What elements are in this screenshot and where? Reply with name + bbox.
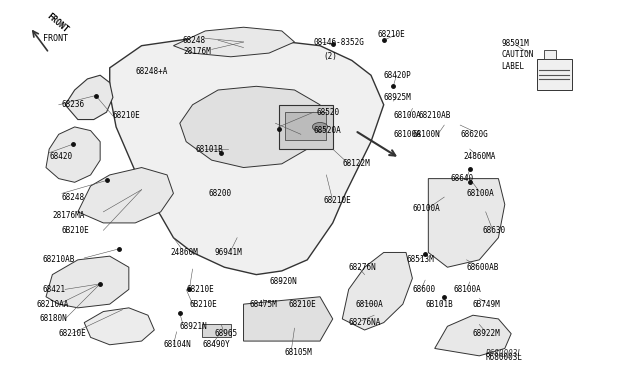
Polygon shape bbox=[342, 253, 412, 330]
Text: 68600AB: 68600AB bbox=[467, 263, 499, 272]
Text: R680003L: R680003L bbox=[486, 349, 523, 358]
Text: 68210AB: 68210AB bbox=[43, 255, 75, 264]
Circle shape bbox=[312, 122, 328, 131]
Text: 68101B: 68101B bbox=[196, 145, 223, 154]
Polygon shape bbox=[46, 256, 129, 308]
Text: LABEL: LABEL bbox=[502, 61, 525, 71]
Text: 68210AB: 68210AB bbox=[419, 111, 451, 121]
Polygon shape bbox=[84, 308, 154, 345]
Text: 6B210E: 6B210E bbox=[189, 300, 217, 309]
Text: 68236: 68236 bbox=[62, 100, 85, 109]
Text: 68248+A: 68248+A bbox=[135, 67, 168, 76]
Polygon shape bbox=[65, 75, 113, 119]
Text: 68248: 68248 bbox=[62, 193, 85, 202]
Text: 68513M: 68513M bbox=[406, 255, 434, 264]
Text: 68420: 68420 bbox=[49, 152, 72, 161]
Text: 68248: 68248 bbox=[183, 36, 206, 45]
Text: 24860M: 24860M bbox=[170, 248, 198, 257]
Polygon shape bbox=[435, 315, 511, 356]
Text: R680003L: R680003L bbox=[486, 353, 523, 362]
Text: 6B101B: 6B101B bbox=[425, 300, 453, 309]
Polygon shape bbox=[109, 38, 384, 275]
Bar bbox=[285, 112, 326, 140]
Polygon shape bbox=[46, 127, 100, 182]
Polygon shape bbox=[278, 105, 333, 149]
Text: CAUTION: CAUTION bbox=[502, 51, 534, 60]
Text: 68925M: 68925M bbox=[384, 93, 412, 102]
Text: FRONT: FRONT bbox=[43, 34, 68, 43]
Text: 28176M: 28176M bbox=[183, 47, 211, 56]
Text: 68105M: 68105M bbox=[285, 348, 313, 357]
Text: 68520: 68520 bbox=[317, 108, 340, 117]
Bar bbox=[202, 324, 231, 337]
Text: FRONT: FRONT bbox=[45, 12, 70, 35]
Text: (2): (2) bbox=[323, 52, 337, 61]
Text: 68200: 68200 bbox=[209, 189, 232, 198]
Text: 08146-8352G: 08146-8352G bbox=[314, 38, 365, 46]
Text: 28176MA: 28176MA bbox=[52, 211, 84, 220]
Text: 68100A: 68100A bbox=[394, 130, 421, 139]
Text: 68180N: 68180N bbox=[40, 314, 67, 323]
Text: 98591M: 98591M bbox=[502, 39, 529, 48]
Text: 24860MA: 24860MA bbox=[463, 152, 496, 161]
Text: 68620G: 68620G bbox=[460, 130, 488, 139]
Text: 68420P: 68420P bbox=[384, 71, 412, 80]
Polygon shape bbox=[180, 86, 320, 167]
Text: 68100A: 68100A bbox=[467, 189, 494, 198]
Text: 68965: 68965 bbox=[215, 329, 238, 338]
Text: 68276NA: 68276NA bbox=[349, 318, 381, 327]
Text: 60100A: 60100A bbox=[412, 203, 440, 213]
Text: 68100A: 68100A bbox=[454, 285, 481, 294]
Bar bbox=[544, 51, 556, 59]
Text: 68210E: 68210E bbox=[186, 285, 214, 294]
Text: 6B749M: 6B749M bbox=[473, 300, 500, 309]
Text: 68210E: 68210E bbox=[288, 300, 316, 309]
Text: 68210E: 68210E bbox=[378, 30, 405, 39]
Text: 68922M: 68922M bbox=[473, 329, 500, 338]
Text: 68122M: 68122M bbox=[342, 159, 370, 169]
Text: 68210AA: 68210AA bbox=[36, 300, 69, 309]
Polygon shape bbox=[244, 297, 333, 341]
Text: 68104N: 68104N bbox=[164, 340, 191, 349]
Text: 68276N: 68276N bbox=[349, 263, 376, 272]
Polygon shape bbox=[78, 167, 173, 223]
Text: 68100N: 68100N bbox=[412, 130, 440, 139]
Text: 96941M: 96941M bbox=[215, 248, 243, 257]
Text: 68210E: 68210E bbox=[323, 196, 351, 205]
Text: 68100A: 68100A bbox=[394, 111, 421, 121]
Text: 68210E: 68210E bbox=[113, 111, 141, 121]
Text: 68100A: 68100A bbox=[355, 300, 383, 309]
Text: 68490Y: 68490Y bbox=[202, 340, 230, 349]
Text: 6B210E: 6B210E bbox=[62, 226, 90, 235]
Text: 68921N: 68921N bbox=[180, 322, 207, 331]
Bar bbox=[537, 59, 572, 90]
Polygon shape bbox=[428, 179, 505, 267]
Text: 68475M: 68475M bbox=[250, 300, 278, 309]
Text: 68920N: 68920N bbox=[269, 278, 297, 286]
Text: 68421: 68421 bbox=[43, 285, 66, 294]
Text: 68210E: 68210E bbox=[59, 329, 86, 338]
Text: 68640: 68640 bbox=[451, 174, 474, 183]
Polygon shape bbox=[173, 27, 294, 57]
Text: 68600: 68600 bbox=[412, 285, 436, 294]
Text: 68520A: 68520A bbox=[314, 126, 341, 135]
Text: 68630: 68630 bbox=[483, 226, 506, 235]
